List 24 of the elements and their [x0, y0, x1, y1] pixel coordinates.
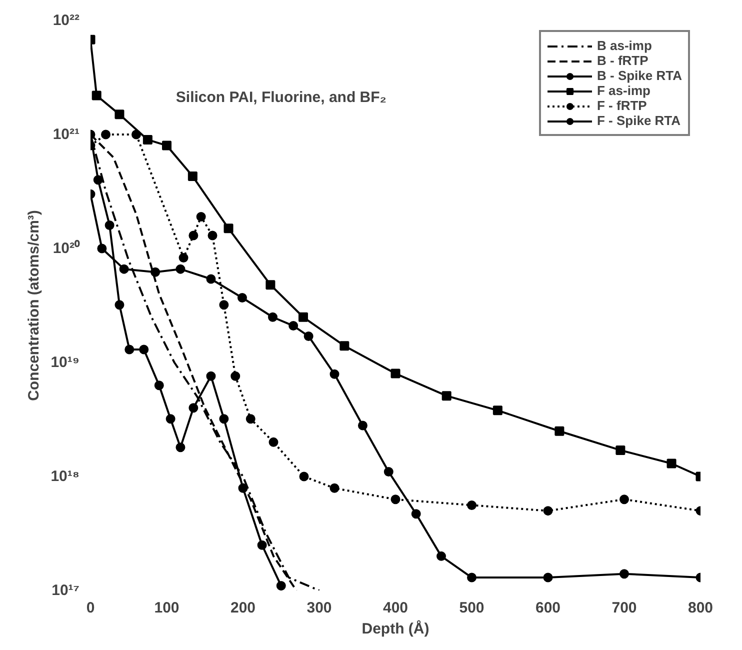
y-tick-label: 10²² — [52, 12, 80, 29]
x-tick-label: 700 — [612, 600, 637, 616]
x-tick-label: 100 — [154, 600, 180, 616]
y-tick-label: 10¹⁹ — [50, 354, 80, 371]
legend-label: B - Spike RTA — [597, 68, 682, 83]
x-tick-label: 500 — [459, 600, 484, 616]
x-tick-label: 400 — [382, 600, 408, 616]
legend-label: B as-imp — [597, 38, 652, 53]
x-tick-label: 800 — [688, 600, 714, 616]
legend-label: B - fRTP — [597, 53, 648, 68]
y-tick-label: 10¹⁸ — [50, 468, 80, 485]
x-tick-label: 200 — [230, 600, 256, 616]
legend-label: F as-imp — [597, 83, 650, 98]
x-tick-label: 0 — [86, 600, 95, 616]
x-tick-label: 300 — [306, 600, 332, 616]
annotation: Silicon PAI, Fluorine, and BF₂ — [176, 88, 386, 106]
x-axis-title: Depth (Å) — [362, 620, 430, 638]
y-tick-label: 10¹⁷ — [52, 582, 80, 599]
y-tick-label: 10²¹ — [52, 126, 80, 143]
x-tick-label: 600 — [535, 600, 561, 616]
y-axis-title: Concentration (atoms/cm³) — [26, 210, 43, 401]
legend-label: F - Spike RTA — [597, 113, 681, 128]
legend-label: F - fRTP — [597, 98, 647, 113]
y-tick-label: 10²⁰ — [52, 239, 80, 257]
